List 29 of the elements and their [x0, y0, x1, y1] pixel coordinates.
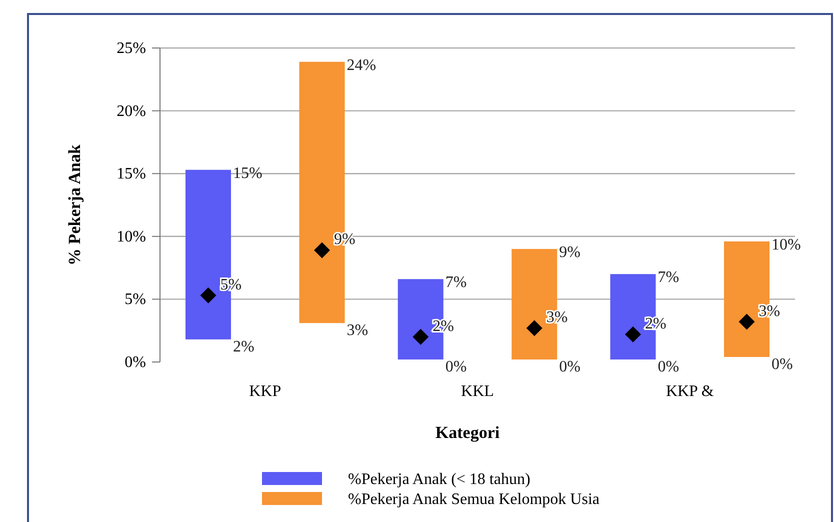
- annotation: 3%: [346, 322, 368, 340]
- y-tick-label: 5%: [124, 291, 146, 308]
- y-tick-label: 0%: [124, 354, 146, 371]
- legend-label: %Pekerja Anak Semua Kelompok Usia: [348, 491, 600, 508]
- annotation: 0%: [445, 358, 467, 376]
- annotation: 0%: [772, 356, 793, 373]
- data-label: 2%: [644, 315, 666, 332]
- annotation: 10%: [772, 236, 801, 254]
- y-tick-label: 10%: [116, 228, 146, 246]
- annotation: 2%: [232, 338, 254, 356]
- annotation: 0%: [658, 358, 680, 376]
- annotation: 15%: [232, 164, 262, 182]
- x-tick-label: KKP: [249, 383, 282, 400]
- annotation: 24%: [346, 56, 376, 74]
- data-label: 9%: [334, 231, 356, 248]
- x-axis-title: Kategori: [435, 423, 500, 442]
- y-axis-title: % Pekerja Anak: [65, 144, 84, 266]
- y-tick-label: 20%: [116, 102, 146, 120]
- y-tick-label: 25%: [116, 40, 146, 57]
- legend-label: %Pekerja Anak (< 18 tahun): [348, 471, 530, 488]
- x-tick-label: KKL: [461, 383, 494, 400]
- x-tick-label: KKP &: [666, 383, 714, 400]
- annotation: 7%: [658, 269, 680, 286]
- annotation: 0%: [559, 358, 580, 376]
- data-label: 3%: [758, 302, 780, 320]
- annotation: 9%: [559, 244, 580, 261]
- annotation: 7%: [445, 274, 467, 292]
- data-label: 5%: [220, 276, 242, 294]
- y-tick-label: 15%: [116, 166, 146, 183]
